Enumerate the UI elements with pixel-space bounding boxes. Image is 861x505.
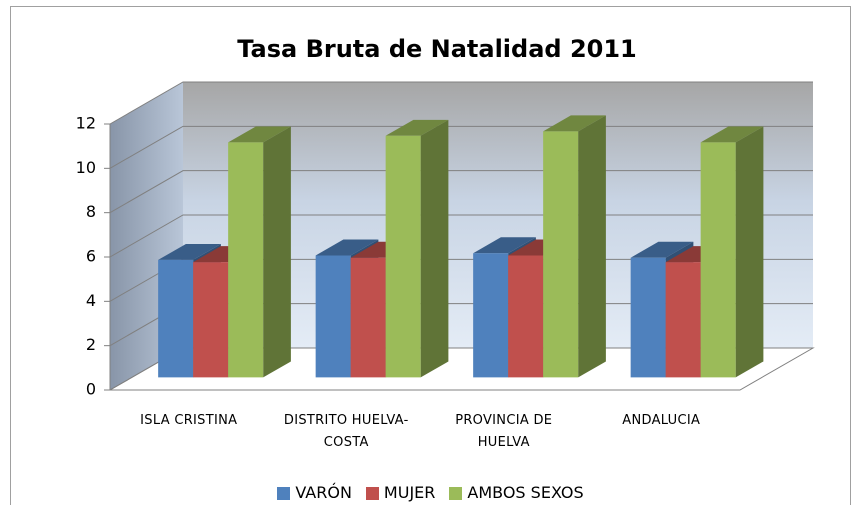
bar-side bbox=[735, 126, 764, 378]
x-tick-label: ISLA CRISTINA bbox=[140, 413, 238, 428]
bar bbox=[508, 255, 544, 378]
y-tick-label: 2 bbox=[86, 335, 96, 354]
y-tick-label: 8 bbox=[86, 202, 96, 221]
legend-item: MUJER bbox=[365, 482, 436, 504]
y-tick-label: 10 bbox=[76, 158, 96, 177]
bar-side bbox=[578, 115, 606, 378]
grid-line bbox=[109, 81, 813, 125]
bar bbox=[158, 259, 194, 378]
bar-top bbox=[543, 115, 606, 132]
bar bbox=[350, 257, 386, 378]
legend-label: AMBOS SEXOS bbox=[467, 483, 584, 502]
bar-top bbox=[158, 243, 221, 260]
bar-top bbox=[700, 126, 764, 143]
chart-title: Tasa Bruta de Natalidad 2011 bbox=[237, 35, 636, 63]
bar-side bbox=[420, 119, 449, 378]
x-tick-label: DISTRITO HUELVA-COSTA bbox=[283, 413, 409, 450]
legend-swatch bbox=[365, 486, 379, 500]
bar-top bbox=[228, 126, 291, 143]
legend-swatch bbox=[449, 486, 463, 500]
legend-label: MUJER bbox=[383, 483, 436, 502]
y-tick-label: 0 bbox=[86, 380, 96, 399]
legend: VARÓN MUJER AMBOS SEXOS bbox=[0, 482, 861, 504]
legend-item: AMBOS SEXOS bbox=[449, 482, 584, 504]
bar bbox=[193, 262, 229, 378]
legend-swatch bbox=[277, 486, 291, 500]
y-tick-label: 4 bbox=[86, 291, 96, 310]
bar bbox=[700, 142, 736, 378]
bar bbox=[473, 253, 509, 378]
bar bbox=[543, 131, 579, 378]
bar bbox=[665, 262, 701, 378]
bar-top bbox=[473, 237, 536, 254]
legend-label: VARÓN bbox=[295, 483, 352, 502]
legend-item: VARÓN bbox=[277, 482, 352, 504]
y-tick-label: 12 bbox=[76, 114, 96, 133]
bar bbox=[385, 135, 421, 378]
bar-top bbox=[630, 241, 694, 258]
y-tick-label: 6 bbox=[86, 247, 96, 266]
bar bbox=[630, 257, 666, 378]
bar-side bbox=[263, 126, 291, 378]
x-tick-label: ANDALUCIA bbox=[622, 413, 701, 428]
bar-top bbox=[385, 119, 449, 136]
bar-top bbox=[315, 239, 379, 256]
bar bbox=[228, 142, 264, 378]
x-tick-label: PROVINCIA DE HUELVA bbox=[455, 413, 553, 450]
bar bbox=[315, 255, 351, 378]
